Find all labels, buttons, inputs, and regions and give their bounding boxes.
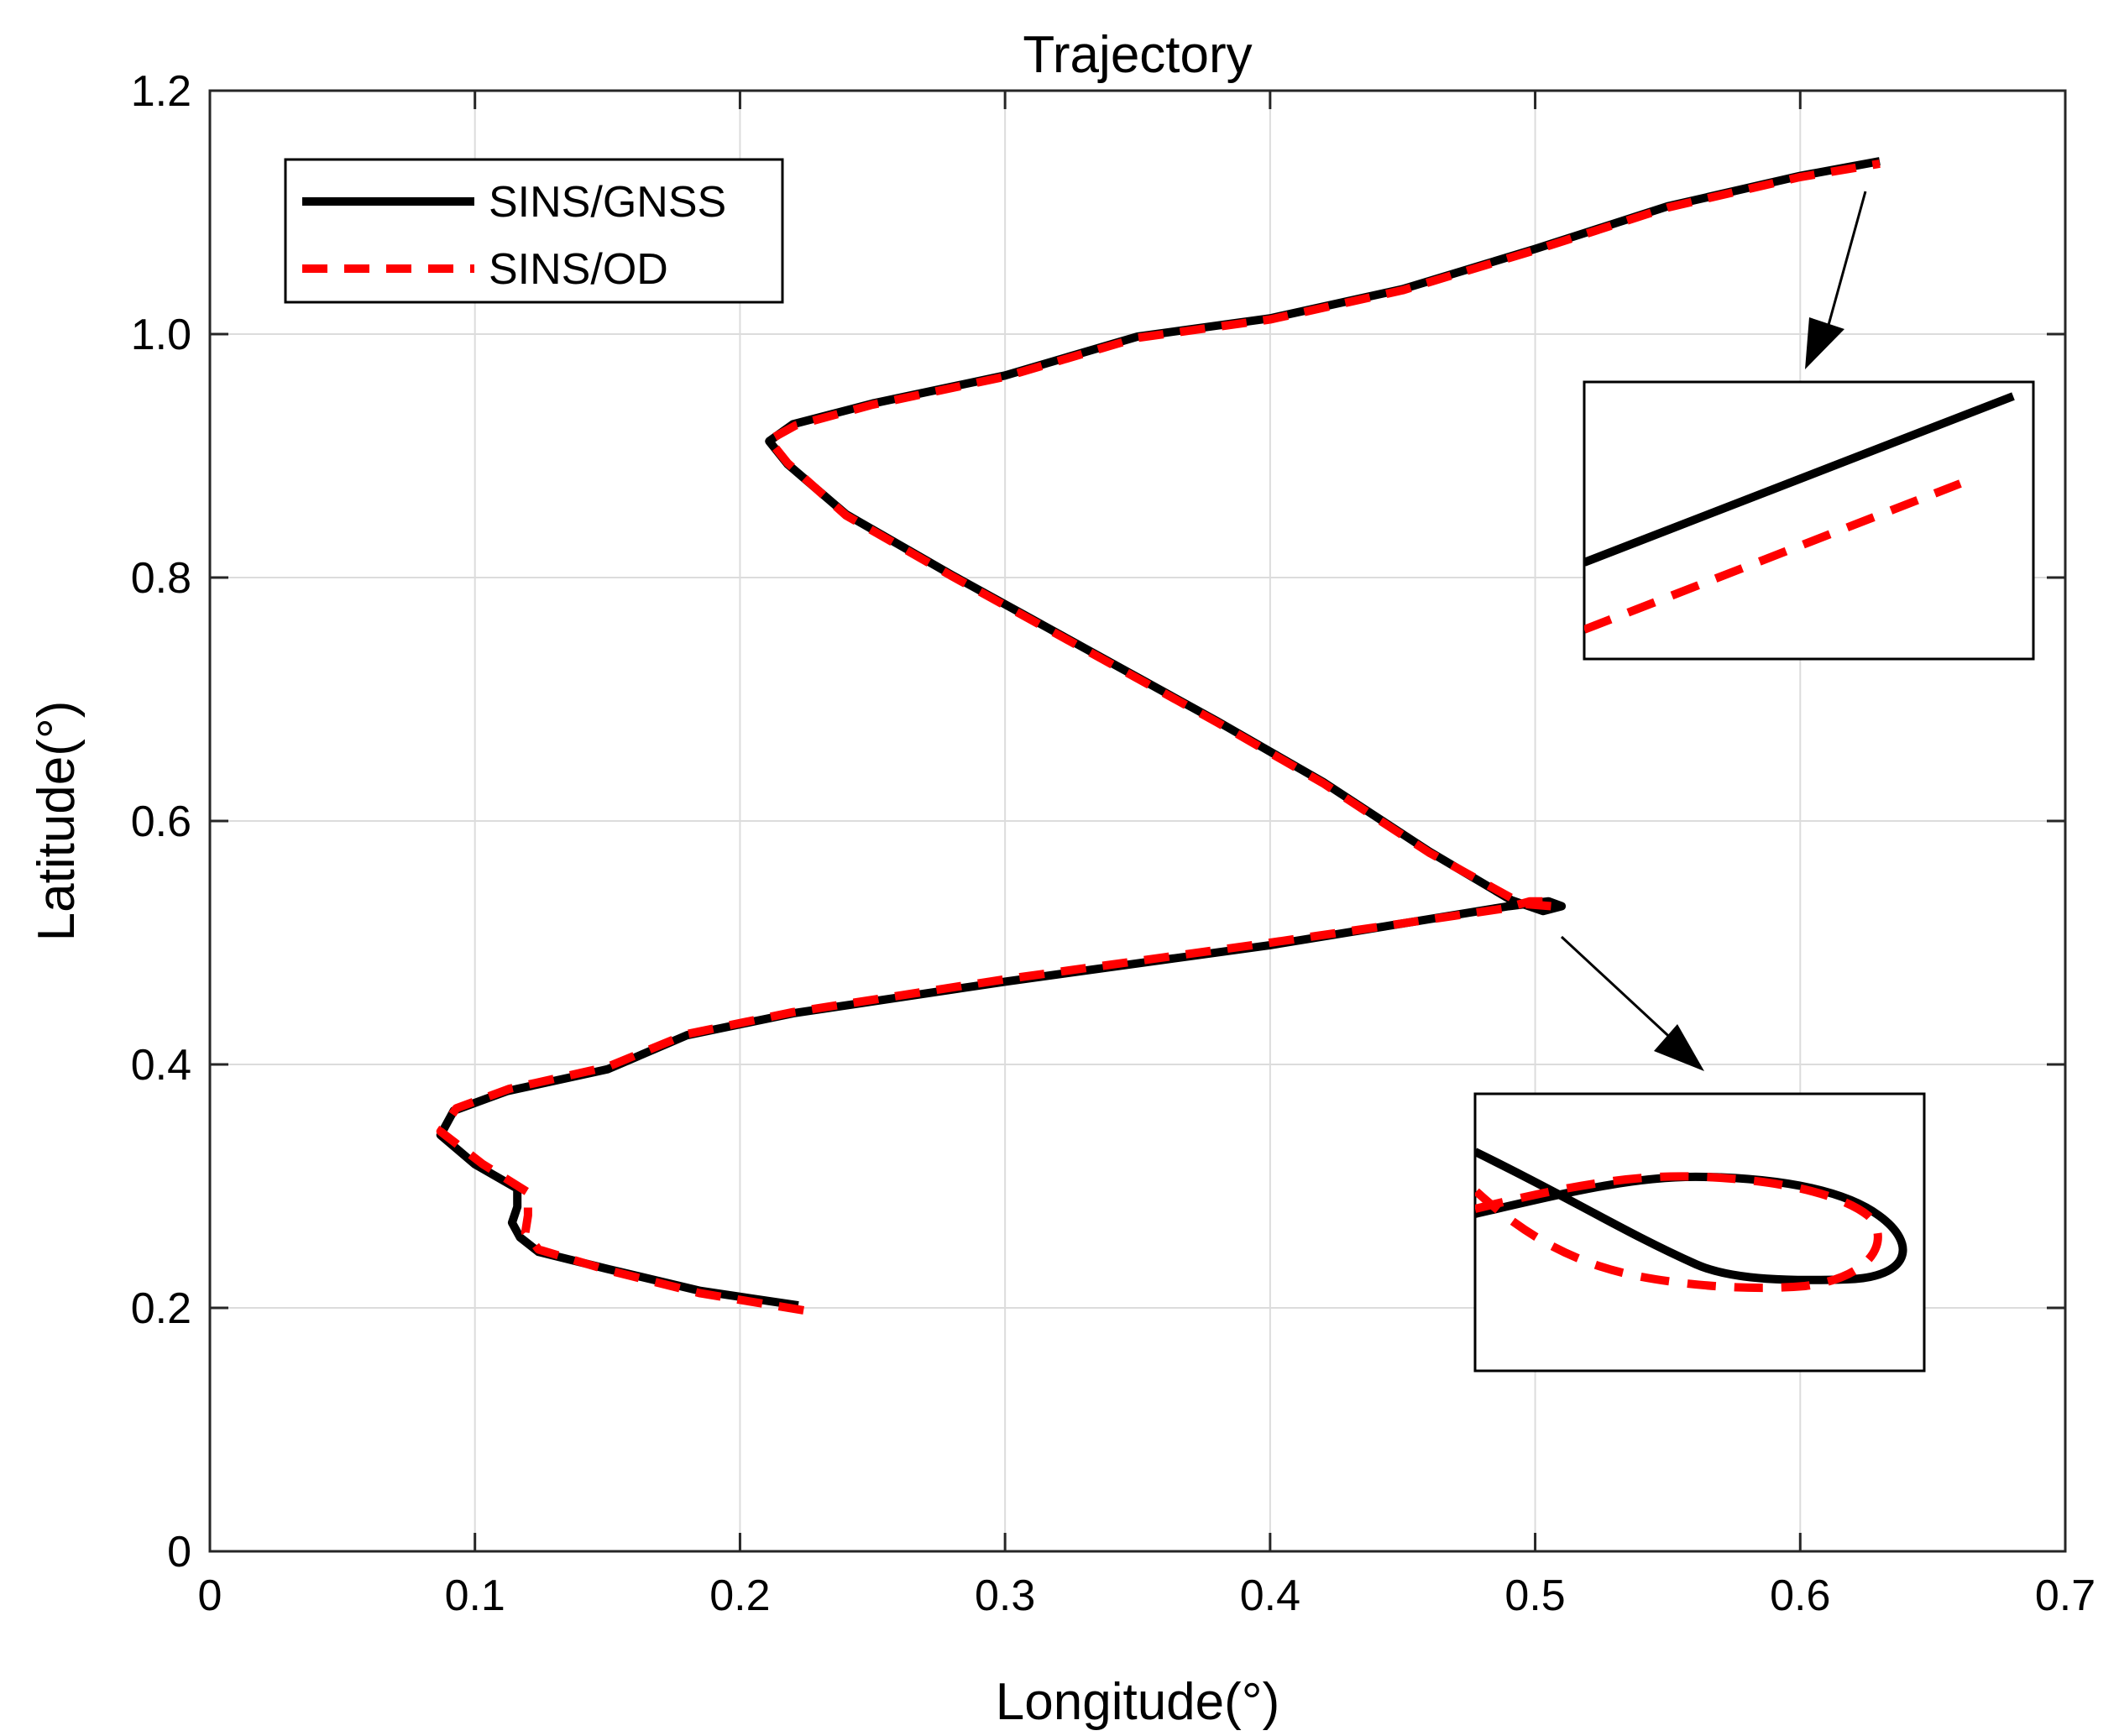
y-tick-label: 0.2	[131, 1284, 191, 1333]
inset-lower-sins-od-loop	[1475, 1172, 1882, 1293]
x-tick-label: 0.7	[2035, 1571, 2095, 1620]
legend-label-sins-od: SINS/OD	[489, 245, 668, 294]
x-tick-label: 0.6	[1770, 1571, 1830, 1620]
legend: SINS/GNSS SINS/OD	[284, 158, 784, 304]
inset-upper-sins-gnss-line	[1584, 392, 2015, 567]
x-tick-label: 0.3	[975, 1571, 1035, 1620]
x-tick-label: 0.4	[1240, 1571, 1300, 1620]
inset-zoom-upper	[1583, 380, 2035, 661]
y-tick-label: 0.4	[131, 1041, 191, 1090]
y-tick-label: 0.8	[131, 554, 191, 603]
inset-lower-frame	[1473, 1092, 1926, 1373]
x-tick-labels: 0 0.1 0.2 0.3 0.4 0.5 0.6 0.7	[198, 1571, 2096, 1620]
y-axis-label: Latitude(°)	[28, 701, 86, 942]
chart-title: Trajectory	[1023, 26, 1252, 84]
series-line-sins-od	[436, 159, 1881, 1315]
y-tick-label: 1.2	[131, 67, 191, 116]
inset-upper-frame	[1583, 380, 2035, 661]
y-tick-label: 0.6	[131, 797, 191, 846]
zoom-arrow-upper	[1805, 191, 1867, 369]
zoom-arrow-lower	[1560, 935, 1704, 1071]
inset-upper-sins-od-line	[1584, 479, 1962, 634]
inset-zoom-lower	[1473, 1092, 1926, 1373]
y-tick-label: 0	[167, 1528, 191, 1577]
y-tick-labels: 0 0.2 0.4 0.6 0.8 1.0 1.2	[131, 67, 191, 1577]
x-tick-label: 0.1	[445, 1571, 505, 1620]
legend-label-sins-gnss: SINS/GNSS	[489, 178, 726, 227]
x-axis-label: Longitude(°)	[996, 1673, 1279, 1731]
x-tick-label: 0	[198, 1571, 222, 1620]
x-tick-label: 0.2	[709, 1571, 770, 1620]
axis-ticks	[208, 89, 2067, 1553]
legend-box	[284, 158, 784, 304]
y-tick-label: 1.0	[131, 311, 191, 359]
series-layer	[436, 157, 1881, 1315]
x-tick-label: 0.5	[1504, 1571, 1565, 1620]
